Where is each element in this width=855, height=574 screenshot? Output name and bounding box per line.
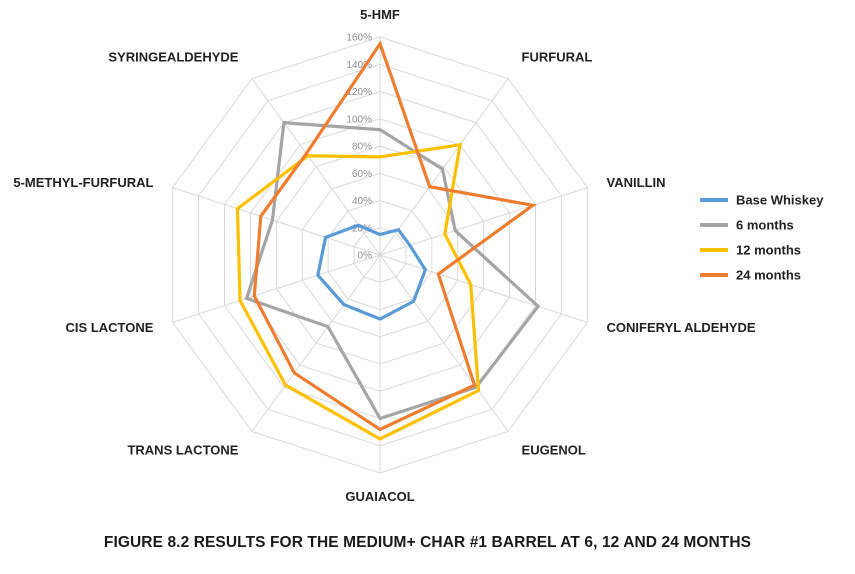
grid-spoke: [251, 254, 381, 432]
category-label: CIS LACTONE: [66, 320, 154, 335]
grid-spoke: [379, 78, 509, 256]
series-line-24-months: [252, 40, 537, 432]
grid-spoke: [172, 187, 381, 256]
category-axis-labels: 5-HMF FURFURAL VANILLIN CONIFERYL ALDEHYDE E…: [13, 7, 756, 504]
tick-label: 40%: [352, 196, 372, 207]
legend-label: 12 months: [736, 243, 801, 258]
legend-label: 6 months: [736, 218, 794, 233]
category-label: 5-METHYL-FURFURAL: [13, 175, 153, 190]
category-label: GUAIACOL: [345, 489, 414, 504]
tick-label: 80%: [352, 142, 372, 153]
radar-chart: 0% 20% 40% 60% 80% 100% 120% 140% 160% 5-HMF FURF…: [13, 7, 824, 504]
category-label: 5-HMF: [360, 7, 400, 22]
category-label: TRANS LACTONE: [127, 442, 238, 457]
category-label: VANILLIN: [607, 175, 666, 190]
tick-label: 140%: [346, 60, 372, 71]
radar-series-group: [235, 40, 541, 441]
grid-spoke: [379, 187, 588, 256]
tick-label: 60%: [352, 169, 372, 180]
category-label: CONIFERYL ALDEHYDE: [607, 320, 756, 335]
tick-label: 160%: [346, 33, 372, 44]
series-line-12-months: [235, 142, 481, 441]
tick-label: 20%: [352, 223, 372, 234]
tick-label: 100%: [346, 114, 372, 125]
tick-label: 0%: [358, 251, 373, 262]
radar-grid: [172, 36, 588, 474]
grid-spoke: [379, 254, 509, 432]
figure-caption: FIGURE 8.2 RESULTS FOR THE MEDIUM+ CHAR …: [103, 534, 752, 551]
legend-label: Base Whiskey: [736, 193, 824, 208]
legend-label: 24 months: [736, 268, 801, 283]
radial-tick-labels: 0% 20% 40% 60% 80% 100% 120% 140% 160%: [346, 33, 372, 262]
series-line-6-months: [244, 121, 541, 421]
grid-spoke: [379, 254, 588, 323]
category-label: FURFURAL: [522, 50, 593, 65]
chart-legend: Base Whiskey 6 months 12 months 24 months: [700, 193, 824, 283]
grid-spoke: [172, 254, 381, 323]
series-line-base-whiskey: [316, 223, 428, 321]
category-label: SYRINGEALDEHYDE: [108, 50, 238, 65]
tick-label: 120%: [346, 87, 372, 98]
category-label: EUGENOL: [522, 442, 586, 457]
